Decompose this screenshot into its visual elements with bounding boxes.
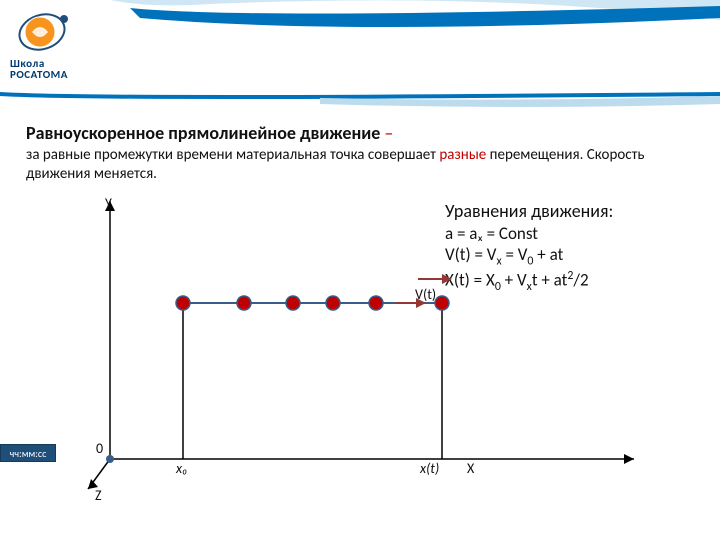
title-dash: –	[384, 122, 393, 144]
logo-line2: РОСАТОМА	[10, 69, 68, 80]
header-background	[0, 0, 720, 110]
body-text: за равные промежутки времени материальна…	[26, 146, 676, 184]
motion-diagram	[26, 195, 696, 515]
title-bold: Равноускоренное прямолинейное движение	[26, 122, 384, 144]
logo-text: Школа РОСАТОМА	[10, 58, 68, 80]
x0-label: x₀	[176, 460, 188, 477]
xt-label: x(t)	[420, 460, 439, 477]
body-before: за равные промежутки времени материальна…	[26, 146, 439, 164]
slide-title: Равноускоренное прямолинейное движение –	[26, 122, 393, 144]
timestamp-badge: чч:мм:сс	[0, 444, 56, 462]
x-axis-label: X	[467, 460, 474, 477]
logo	[18, 8, 80, 56]
z-axis-label: Z	[95, 487, 102, 504]
body-red: разные	[439, 146, 486, 164]
y-axis-label: Y	[105, 195, 112, 212]
vt-label: V(t)	[415, 286, 436, 303]
origin-label: 0	[96, 440, 103, 457]
